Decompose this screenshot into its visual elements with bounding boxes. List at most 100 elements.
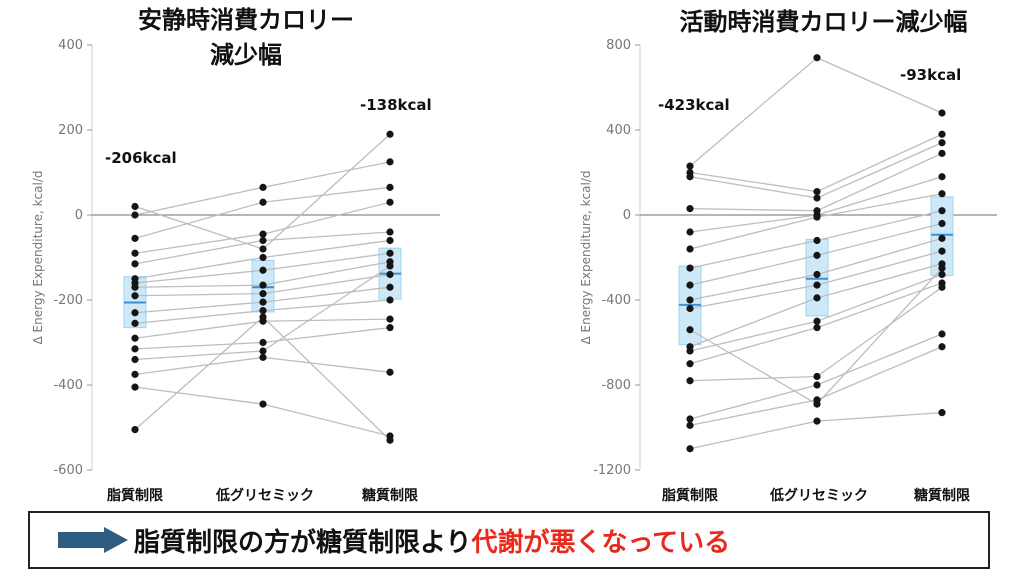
data-point: [386, 249, 394, 257]
data-point: [813, 324, 821, 332]
data-point: [131, 211, 139, 219]
data-point: [131, 309, 139, 317]
data-point: [813, 417, 821, 425]
data-point: [386, 283, 394, 291]
data-point: [131, 426, 139, 434]
data-point: [686, 281, 694, 289]
data-point: [686, 415, 694, 423]
data-point: [938, 139, 946, 147]
data-point: [131, 202, 139, 211]
data-point: [386, 324, 394, 332]
data-point: [259, 313, 267, 321]
data-point: [259, 281, 267, 289]
y-tick-label: -400: [601, 293, 631, 308]
median-annotation: -138kcal: [360, 96, 432, 114]
data-point: [938, 247, 946, 255]
data-point: [813, 294, 821, 302]
data-point: [386, 158, 394, 166]
y-tick-label: 0: [623, 208, 631, 223]
data-point: [938, 343, 946, 351]
chart-title: 安静時消費カロリー: [138, 6, 354, 34]
y-tick-label: 400: [606, 123, 631, 138]
data-point: [259, 290, 267, 298]
data-point: [686, 326, 694, 334]
conclusion-text: 脂質制限の方が糖質制限より代謝が悪くなっている: [134, 522, 730, 559]
data-point: [386, 436, 394, 444]
data-point: [131, 355, 139, 364]
data-point: [938, 264, 946, 272]
data-point: [686, 304, 694, 313]
y-tick-label: 200: [58, 123, 83, 138]
data-point: [386, 198, 394, 206]
data-point: [259, 353, 267, 361]
x-category-label: 糖質制限: [914, 487, 970, 504]
data-point: [131, 334, 139, 342]
conclusion-banner: 脂質制限の方が糖質制限より代謝が悪くなっている: [28, 511, 990, 569]
subject-line: [689, 152, 943, 212]
data-point: [686, 296, 694, 304]
data-point: [686, 245, 694, 253]
chart-title: 活動時消費カロリー減少幅: [680, 8, 968, 36]
y-tick-label: -1200: [593, 463, 631, 478]
data-point: [938, 283, 946, 291]
data-point: [938, 409, 946, 417]
data-point: [938, 219, 946, 228]
data-point: [386, 183, 394, 191]
data-point: [938, 190, 946, 198]
chart-title: 減少幅: [210, 41, 282, 69]
y-tick-label: -600: [53, 463, 83, 478]
data-point: [938, 130, 946, 138]
data-point: [686, 162, 694, 170]
x-category-label: 糖質制限: [362, 487, 418, 504]
data-point: [813, 194, 821, 202]
data-point: [259, 183, 267, 191]
data-point: [813, 317, 821, 325]
data-point: [813, 188, 821, 196]
data-point: [131, 234, 139, 242]
median-annotation: -206kcal: [105, 149, 177, 167]
y-tick-label: -800: [601, 378, 631, 393]
data-point: [813, 281, 821, 289]
data-point: [131, 292, 139, 300]
data-point: [813, 213, 821, 221]
data-point: [813, 372, 821, 381]
data-point: [813, 251, 821, 259]
data-point: [131, 345, 139, 353]
data-point: [686, 360, 694, 368]
subject-line: [134, 316, 391, 441]
data-point: [131, 249, 139, 257]
data-point: [686, 377, 694, 385]
data-point: [386, 315, 394, 323]
data-point: [813, 270, 821, 279]
conclusion-main: 脂質制限の方が糖質制限より: [134, 528, 472, 558]
y-axis-label: Δ Energy Expenditure, kcal/d: [579, 171, 593, 345]
data-point: [131, 319, 139, 327]
data-point: [259, 245, 267, 253]
data-point: [686, 347, 694, 355]
data-point: [686, 264, 694, 272]
data-point: [131, 260, 139, 268]
y-tick-label: 400: [58, 38, 83, 53]
x-category-label: 低グリセミック: [215, 487, 314, 504]
conclusion-highlight: 代謝が悪くなっている: [471, 528, 731, 558]
data-point: [938, 270, 946, 279]
data-point: [259, 236, 267, 245]
subject-line: [134, 386, 391, 437]
data-point: [259, 307, 267, 315]
data-point: [259, 253, 267, 262]
data-point: [259, 266, 267, 274]
data-point: [259, 198, 267, 206]
data-point: [686, 205, 694, 213]
data-point: [813, 54, 821, 62]
x-category-label: 低グリセミック: [769, 487, 868, 504]
data-point: [938, 330, 946, 338]
y-tick-label: 0: [75, 208, 83, 223]
data-point: [131, 383, 139, 391]
data-point: [386, 228, 394, 236]
y-tick-label: -200: [53, 293, 83, 308]
y-tick-label: -400: [53, 378, 83, 393]
data-point: [386, 236, 394, 245]
median-annotation: -93kcal: [900, 66, 961, 84]
data-point: [131, 283, 139, 291]
